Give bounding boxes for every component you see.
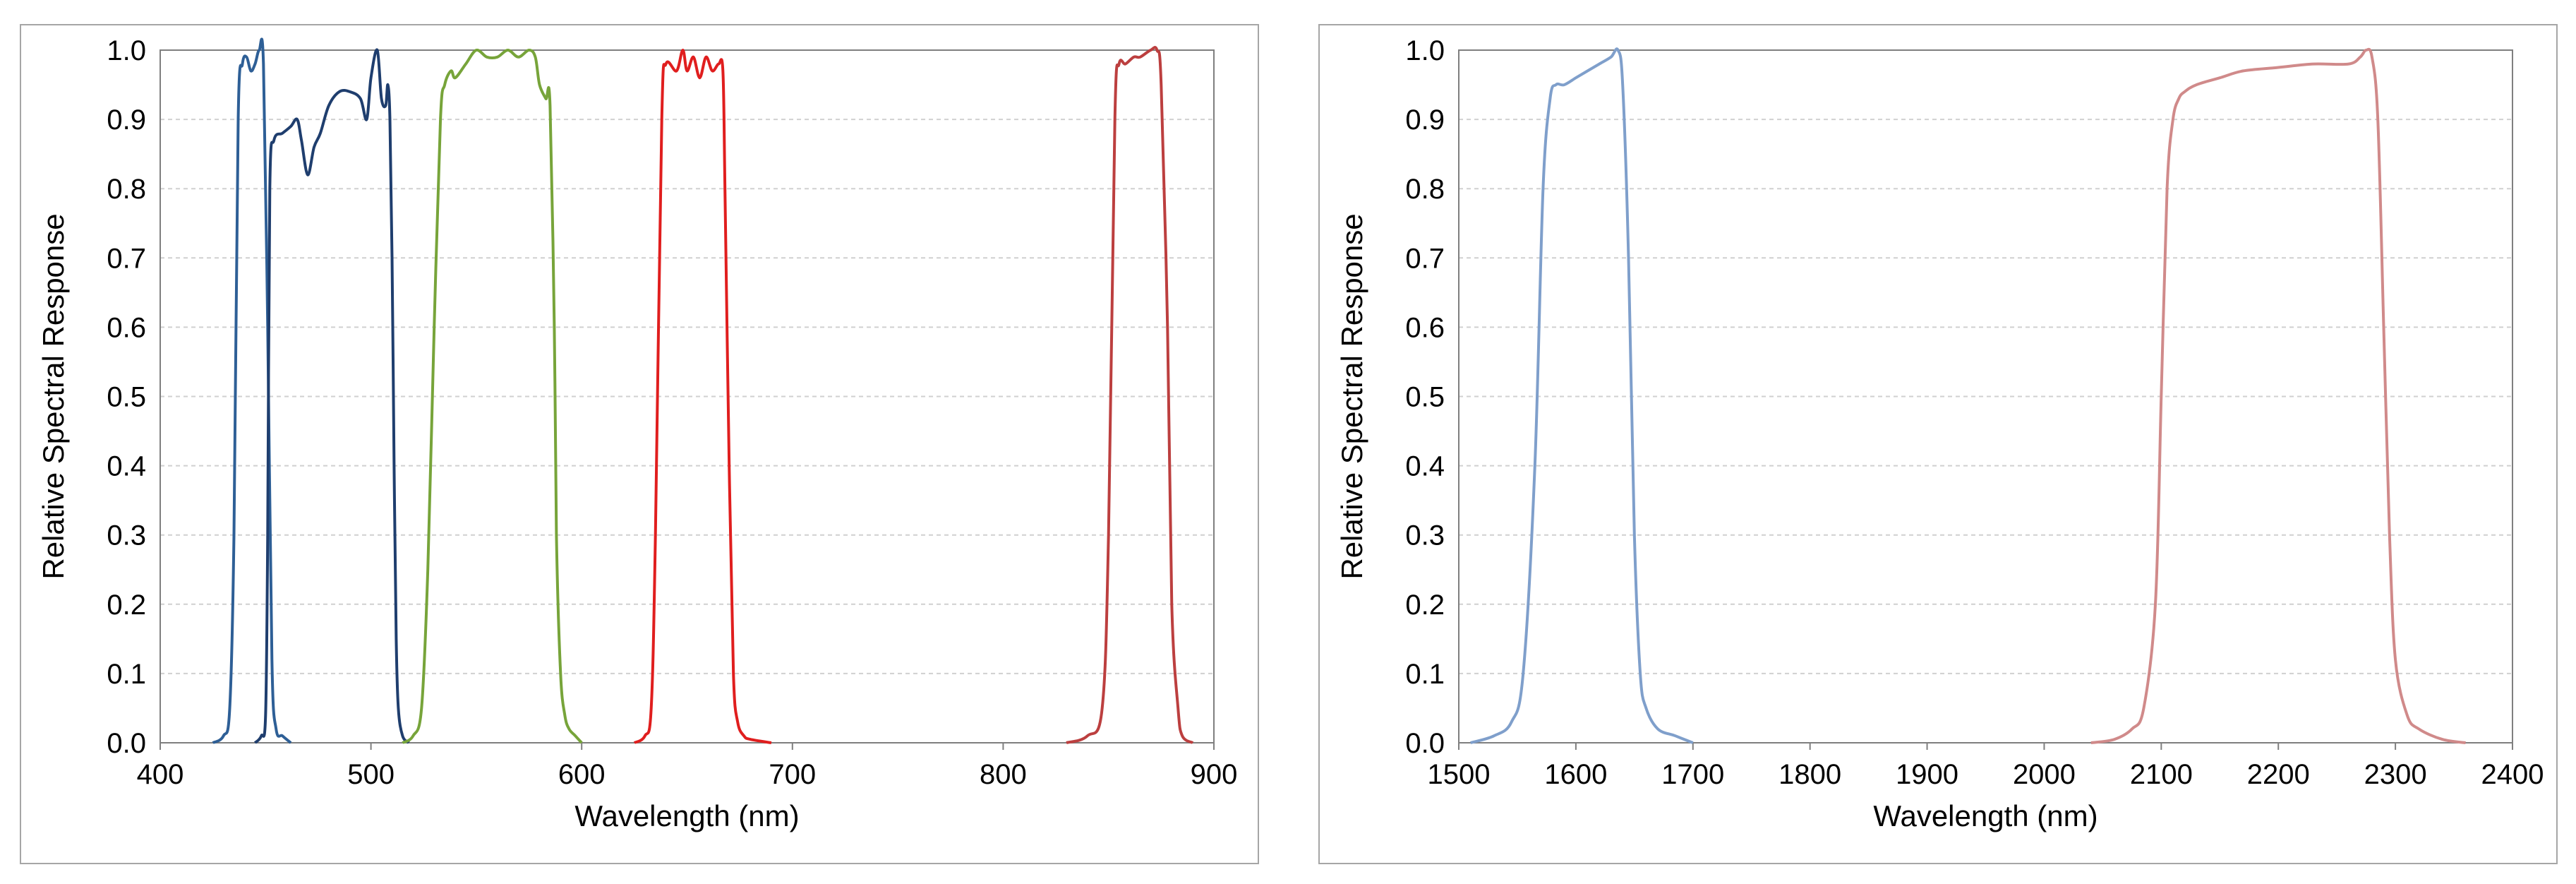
x-axis-title: Wavelength (nm): [574, 799, 799, 832]
y-tick-label: 0.0: [107, 728, 146, 759]
x-tick-label: 600: [558, 759, 606, 790]
x-tick-label: 1500: [1428, 759, 1491, 790]
y-axis-title: Relative Spectral Response: [37, 213, 70, 579]
series-line-1: [212, 37, 292, 744]
y-tick-label: 0.1: [1405, 659, 1445, 690]
x-tick-label: 2300: [2364, 759, 2427, 790]
chart-panel-left: 0.0 0.1 0.2 0.3 0.4 0.5 0.6 0.7 0.8 0.9 1.0 400 500 6…: [20, 24, 1259, 864]
y-tick-label: 0.3: [107, 520, 146, 551]
y-tick-label: 1.0: [1405, 35, 1445, 66]
y-tick-label: 0.7: [107, 243, 146, 274]
y-tick-label: 0.7: [1405, 243, 1445, 274]
y-axis-title: Relative Spectral Response: [1335, 213, 1368, 579]
y-tick-label: 0.9: [107, 104, 146, 136]
x-tick-label: 1700: [1661, 759, 1724, 790]
chart-svg-right: 0.0 0.1 0.2 0.3 0.4 0.5 0.6 0.7 0.8 0.9 1.0 1500 160…: [1335, 35, 2544, 832]
chart-svg-left: 0.0 0.1 0.2 0.3 0.4 0.5 0.6 0.7 0.8 0.9 1.0 400 500 6…: [37, 35, 1238, 832]
y-tick-label: 0.5: [107, 382, 146, 413]
y-tick-label: 1.0: [107, 35, 146, 66]
y-tick-label: 0.0: [1405, 728, 1445, 759]
x-tick-label: 400: [137, 759, 184, 790]
x-tick-label: 1600: [1544, 759, 1607, 790]
series-line-2: [253, 48, 410, 744]
series-line-4: [633, 49, 772, 744]
x-tick-label: 700: [769, 759, 816, 790]
x-tick-label: 900: [1191, 759, 1238, 790]
x-tick-label: 500: [347, 759, 395, 790]
chart-panel-right: 0.0 0.1 0.2 0.3 0.4 0.5 0.6 0.7 0.8 0.9 1.0 1500 160…: [1318, 24, 2558, 864]
x-tick-label: 2200: [2247, 759, 2310, 790]
x-tick-label: 2400: [2481, 759, 2544, 790]
y-tick-label: 0.5: [1405, 382, 1445, 413]
series-line-1: [1470, 47, 1694, 744]
y-tick-label: 0.4: [107, 451, 146, 482]
x-tick-label: 800: [980, 759, 1027, 790]
y-tick-label: 0.6: [1405, 312, 1445, 343]
x-tick-label: 1900: [1896, 759, 1958, 790]
x-tick-label: 2000: [2013, 759, 2076, 790]
y-tick-label: 0.9: [1405, 104, 1445, 136]
y-tick-label: 0.8: [107, 174, 146, 205]
x-tick-label: 2100: [2130, 759, 2193, 790]
x-axis-title: Wavelength (nm): [1873, 799, 2097, 832]
plot-area-frame: [1458, 49, 2513, 743]
y-tick-label: 0.8: [1405, 174, 1445, 205]
y-tick-label: 0.2: [1405, 590, 1445, 621]
y-tick-label: 0.4: [1405, 451, 1445, 482]
y-tick-label: 0.6: [107, 312, 146, 343]
y-tick-label: 0.3: [1405, 520, 1445, 551]
series-line-2: [2090, 47, 2466, 744]
x-tick-label: 1800: [1778, 759, 1841, 790]
y-tick-label: 0.2: [107, 590, 146, 621]
series-line-3: [402, 48, 583, 744]
series-line-5: [1066, 45, 1194, 744]
plot-area-frame: [160, 49, 1215, 743]
y-tick-label: 0.1: [107, 659, 146, 690]
